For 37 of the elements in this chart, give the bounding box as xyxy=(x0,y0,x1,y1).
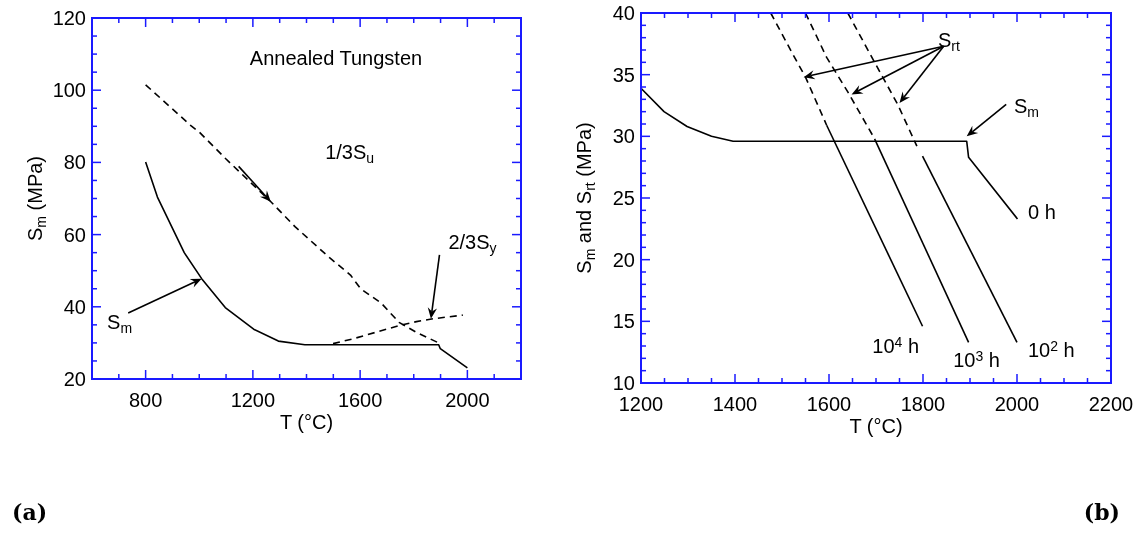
y-tick-label: 35 xyxy=(612,63,635,86)
annotation: 10$^{3}$ h xyxy=(953,347,1000,371)
x-tick-label: 1600 xyxy=(806,393,852,415)
x-tick-label: 1800 xyxy=(900,393,946,415)
y-tick-label: 100 xyxy=(52,79,86,102)
x-tick-label: 800 xyxy=(128,389,163,411)
text: (a) xyxy=(12,499,48,525)
annotation: S$_{rt}$ xyxy=(937,29,960,55)
y-tick-label: 60 xyxy=(63,223,86,246)
x-tick-label: 1400 xyxy=(712,393,758,415)
y-tick-label: 10 xyxy=(612,372,635,394)
y-tick-label: 30 xyxy=(612,125,635,148)
y-tick-label: 40 xyxy=(612,2,635,24)
annotation: 10$^{4}$ h xyxy=(872,333,920,357)
y-tick-label: 20 xyxy=(612,248,635,271)
x-axis-title: T (°C) xyxy=(849,415,903,437)
y-tick-label: 120 xyxy=(52,7,86,29)
y-tick-label: 25 xyxy=(612,187,635,209)
annotation: 10$^{2}$ h xyxy=(1027,337,1075,361)
y-tick-label: 20 xyxy=(63,368,86,390)
x-tick-label: 2000 xyxy=(445,389,490,411)
annotation: 2/3S$_{y}$ xyxy=(448,230,497,257)
annotation: Annealed Tungsten xyxy=(249,46,423,69)
x-tick-label: 1600 xyxy=(337,389,383,411)
y-tick-label: 15 xyxy=(612,310,635,333)
x-tick-label: 2000 xyxy=(994,393,1040,415)
y-tick-label: 80 xyxy=(63,151,86,174)
x-tick-label: 1200 xyxy=(230,389,276,411)
x-tick-label: 1200 xyxy=(618,393,664,415)
y-tick-label: 40 xyxy=(63,295,86,318)
annotation: 1/3S$_{u}$ xyxy=(325,140,375,166)
annotation: S$_{m}$ xyxy=(1013,94,1039,120)
x-axis-title: T (°C) xyxy=(279,411,334,433)
annotation: 0 h xyxy=(1028,200,1056,223)
x-tick-label: 2200 xyxy=(1088,393,1134,415)
annotation: S$_{m}$ xyxy=(107,311,133,337)
text: (b) xyxy=(1083,499,1120,525)
